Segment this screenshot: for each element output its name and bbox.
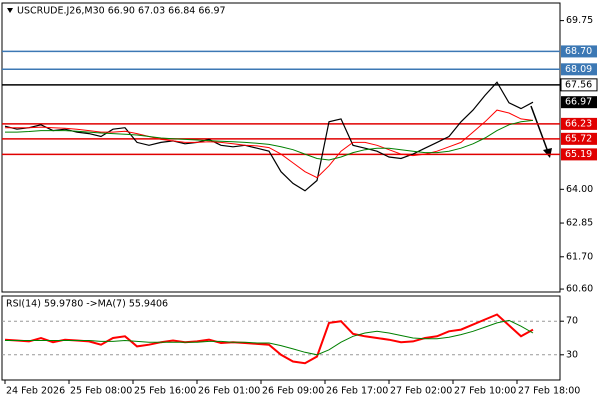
chart-title: USCRUDE.J26,M30 66.90 67.03 66.84 66.97 xyxy=(17,6,226,17)
series-line xyxy=(4,81,534,192)
rsi-panel xyxy=(1,295,561,381)
y-tick-label: 62.85 xyxy=(566,218,593,229)
last-price-box xyxy=(561,96,597,109)
level-box xyxy=(561,148,597,161)
last-price-label: 66.97 xyxy=(565,97,592,108)
x-tick-label: 24 Feb 2026 xyxy=(6,386,65,397)
x-tick-label: 26 Feb 09:00 xyxy=(262,386,324,397)
rsi-title: RSI(14) 59.9780 ->MA(7) 55.9406 xyxy=(6,299,168,310)
level-box xyxy=(561,132,597,145)
x-tick-label: 27 Feb 02:00 xyxy=(390,386,452,397)
level-label: 66.23 xyxy=(565,118,592,129)
series-line xyxy=(5,119,534,161)
level-label: 67.56 xyxy=(565,79,592,90)
series-line xyxy=(5,319,534,356)
level-box xyxy=(561,63,597,76)
x-tick-label: 25 Feb 08:00 xyxy=(70,386,132,397)
x-tick-label: 25 Feb 16:00 xyxy=(134,386,196,397)
y-tick-label: 30 xyxy=(566,349,578,360)
level-label: 68.70 xyxy=(565,46,592,57)
y-tick-label: 70 xyxy=(566,316,578,327)
x-tick-label: 26 Feb 01:00 xyxy=(198,386,260,397)
price-panel xyxy=(1,2,561,293)
series-line xyxy=(5,109,534,179)
x-tick-label: 27 Feb 10:00 xyxy=(454,386,516,397)
series-line xyxy=(4,313,534,365)
y-tick-label: 69.75 xyxy=(566,15,593,26)
arrow xyxy=(530,105,549,153)
arrow-head xyxy=(543,148,552,158)
y-tick-label: 60.60 xyxy=(566,284,593,295)
level-label: 65.72 xyxy=(565,133,592,144)
x-tick-label: 27 Feb 18:00 xyxy=(518,386,580,397)
y-tick-label: 61.70 xyxy=(566,251,593,262)
x-tick-label: 26 Feb 17:00 xyxy=(326,386,388,397)
collapse-icon xyxy=(7,8,13,13)
level-box xyxy=(560,78,598,92)
y-tick-label: 64.00 xyxy=(566,184,593,195)
level-box xyxy=(561,45,597,58)
level-box xyxy=(561,117,597,130)
level-label: 65.19 xyxy=(565,149,592,160)
level-label: 68.09 xyxy=(565,64,592,75)
